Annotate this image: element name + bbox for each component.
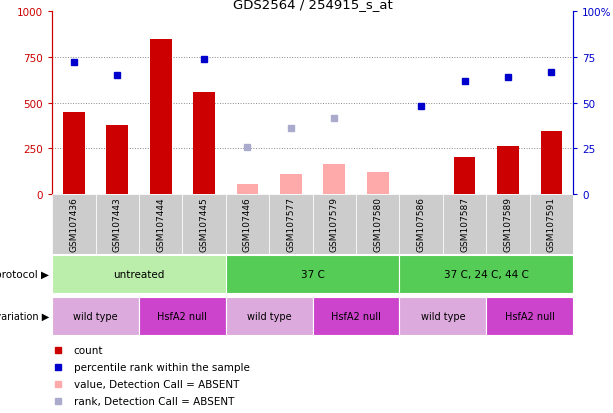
Bar	[486, 297, 573, 335]
Bar	[280, 174, 302, 194]
Bar	[237, 185, 258, 194]
Bar	[443, 194, 486, 254]
Text: GSM107580: GSM107580	[373, 197, 383, 252]
Text: wild type: wild type	[247, 311, 292, 321]
Text: GSM107444: GSM107444	[156, 197, 165, 251]
Text: GSM107577: GSM107577	[286, 197, 295, 252]
Bar	[52, 194, 96, 254]
Bar	[139, 297, 226, 335]
Text: HsfA2 null: HsfA2 null	[158, 311, 207, 321]
Bar	[313, 194, 356, 254]
Text: genotype/variation ▶: genotype/variation ▶	[0, 311, 49, 321]
Bar	[400, 194, 443, 254]
Text: GSM107586: GSM107586	[417, 197, 425, 252]
Bar	[367, 172, 389, 194]
Bar	[541, 131, 562, 194]
Bar	[313, 297, 400, 335]
Text: GSM107445: GSM107445	[200, 197, 208, 252]
Text: wild type: wild type	[73, 311, 118, 321]
Text: count: count	[74, 345, 103, 355]
Text: 37 C: 37 C	[301, 270, 324, 280]
Bar	[52, 256, 226, 294]
Bar	[400, 297, 486, 335]
Text: GSM107589: GSM107589	[503, 197, 512, 252]
Text: value, Detection Call = ABSENT: value, Detection Call = ABSENT	[74, 379, 239, 389]
Text: rank, Detection Call = ABSENT: rank, Detection Call = ABSENT	[74, 396, 234, 406]
Bar	[226, 194, 269, 254]
Bar	[269, 194, 313, 254]
Bar	[226, 297, 313, 335]
Text: untreated: untreated	[113, 270, 165, 280]
Bar	[530, 194, 573, 254]
Bar	[486, 194, 530, 254]
Text: protocol ▶: protocol ▶	[0, 270, 49, 280]
Text: wild type: wild type	[421, 311, 465, 321]
Bar	[107, 126, 128, 194]
Bar	[183, 194, 226, 254]
Text: GSM107587: GSM107587	[460, 197, 469, 252]
Bar	[52, 297, 139, 335]
Bar	[356, 194, 400, 254]
Bar	[63, 112, 85, 194]
Text: GSM107436: GSM107436	[69, 197, 78, 252]
Title: GDS2564 / 254915_s_at: GDS2564 / 254915_s_at	[233, 0, 392, 11]
Bar	[400, 256, 573, 294]
Bar	[193, 93, 215, 194]
Bar	[96, 194, 139, 254]
Text: HsfA2 null: HsfA2 null	[504, 311, 555, 321]
Text: GSM107446: GSM107446	[243, 197, 252, 252]
Bar	[226, 256, 400, 294]
Bar	[454, 158, 476, 194]
Bar	[150, 40, 172, 194]
Text: 37 C, 24 C, 44 C: 37 C, 24 C, 44 C	[444, 270, 529, 280]
Bar	[139, 194, 183, 254]
Text: GSM107443: GSM107443	[113, 197, 122, 252]
Text: GSM107579: GSM107579	[330, 197, 339, 252]
Text: GSM107591: GSM107591	[547, 197, 556, 252]
Text: percentile rank within the sample: percentile rank within the sample	[74, 362, 249, 372]
Bar	[497, 147, 519, 194]
Bar	[324, 165, 345, 194]
Text: HsfA2 null: HsfA2 null	[331, 311, 381, 321]
